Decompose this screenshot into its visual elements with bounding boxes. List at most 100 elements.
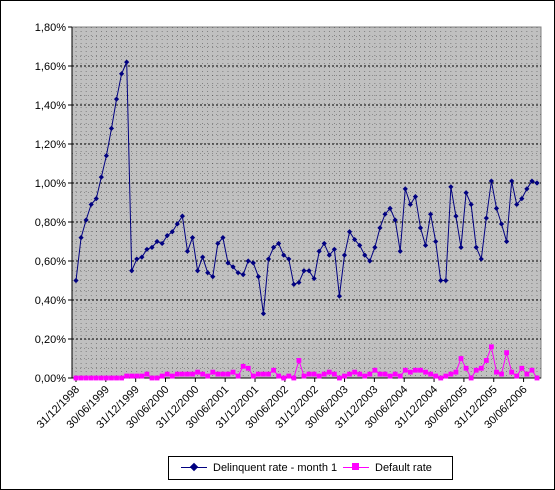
data-point-default xyxy=(331,371,337,377)
data-point-default xyxy=(195,369,200,375)
data-point-default xyxy=(402,367,408,373)
data-point-delinquent xyxy=(291,281,297,287)
legend: Delinquent rate - month 1 Default rate xyxy=(168,456,453,480)
data-point-default xyxy=(271,367,276,373)
y-tick-label: 1,00% xyxy=(35,178,66,190)
data-point-delinquent xyxy=(417,225,424,231)
data-point-default xyxy=(392,371,398,377)
data-point-delinquent xyxy=(83,217,89,223)
data-point-default xyxy=(407,369,413,375)
data-point-default xyxy=(372,367,378,373)
data-point-delinquent xyxy=(534,180,540,186)
data-point-default xyxy=(337,375,342,381)
data-point-default xyxy=(418,367,423,373)
data-point-delinquent xyxy=(529,178,535,184)
data-point-default xyxy=(428,371,434,377)
data-point-delinquent xyxy=(169,229,175,235)
data-point-default xyxy=(509,369,515,375)
data-point-default xyxy=(397,373,403,379)
data-point-delinquent xyxy=(341,252,348,258)
data-point-delinquent xyxy=(265,256,272,262)
data-point-delinquent xyxy=(311,275,317,282)
data-point-default xyxy=(494,369,499,375)
data-point-default xyxy=(413,367,418,373)
data-point-default xyxy=(154,375,160,381)
data-point-default xyxy=(468,375,474,381)
data-point-default xyxy=(98,375,104,381)
data-point-default xyxy=(438,375,444,381)
data-point-delinquent xyxy=(215,240,221,247)
data-point-delinquent xyxy=(473,244,479,250)
data-point-delinquent xyxy=(422,242,429,248)
data-point-default xyxy=(149,375,155,381)
data-point-delinquent xyxy=(129,268,135,274)
plot-area xyxy=(71,26,542,379)
data-point-delinquent xyxy=(397,248,403,254)
data-point-default xyxy=(433,373,439,379)
series-0 xyxy=(73,59,540,317)
data-point-default xyxy=(276,373,282,379)
data-point-default xyxy=(524,371,530,377)
legend-label-default: Default rate xyxy=(375,462,432,474)
grid-layer xyxy=(72,27,541,378)
data-point-delinquent xyxy=(519,196,525,202)
data-point-delinquent xyxy=(428,211,434,217)
data-point-delinquent xyxy=(164,233,170,239)
legend-entry-delinquent: Delinquent rate - month 1 xyxy=(181,461,337,475)
data-point-delinquent xyxy=(357,242,363,248)
data-point-delinquent xyxy=(154,238,160,245)
data-point-delinquent xyxy=(194,268,201,274)
data-point-delinquent xyxy=(367,258,373,264)
data-point-delinquent xyxy=(134,256,140,262)
data-point-delinquent xyxy=(346,229,353,235)
data-point-delinquent xyxy=(372,244,378,250)
data-point-delinquent xyxy=(509,178,515,184)
data-point-default xyxy=(326,369,332,375)
data-point-delinquent xyxy=(524,186,530,192)
data-point-default xyxy=(489,344,494,350)
data-point-delinquent xyxy=(159,240,165,247)
legend-diamond-marker-icon xyxy=(189,462,199,472)
series-1 xyxy=(73,344,540,381)
data-point-delinquent xyxy=(118,71,125,77)
data-point-delinquent xyxy=(438,277,444,284)
data-point-default xyxy=(448,371,454,377)
data-point-default xyxy=(250,373,256,379)
data-point-default xyxy=(529,367,535,373)
y-tick-label: 1,20% xyxy=(35,139,66,151)
data-point-delinquent xyxy=(174,221,180,227)
data-point-default xyxy=(235,373,241,379)
data-point-default xyxy=(443,373,449,379)
data-point-delinquent xyxy=(281,252,287,258)
data-point-default xyxy=(124,373,130,379)
data-point-default xyxy=(286,373,292,379)
data-point-default xyxy=(499,371,504,377)
data-point-default xyxy=(255,371,261,377)
data-point-delinquent xyxy=(149,244,155,250)
data-point-default xyxy=(261,371,266,377)
data-point-default xyxy=(306,371,312,377)
data-point-delinquent xyxy=(498,221,505,227)
data-point-delinquent xyxy=(453,213,459,219)
data-point-default xyxy=(483,358,489,363)
data-point-delinquent xyxy=(352,236,358,243)
data-point-delinquent xyxy=(276,240,282,247)
data-point-delinquent xyxy=(321,240,327,247)
data-point-delinquent xyxy=(73,277,79,284)
data-point-default xyxy=(473,367,479,373)
y-tick-label: 0,00% xyxy=(35,373,66,385)
data-point-default xyxy=(311,371,317,377)
data-point-delinquent xyxy=(88,201,94,208)
data-point-default xyxy=(159,373,165,379)
data-point-default xyxy=(382,371,388,377)
data-point-default xyxy=(463,365,469,371)
data-point-delinquent xyxy=(103,153,109,159)
data-point-default xyxy=(215,371,221,377)
data-point-default xyxy=(93,375,99,381)
data-point-delinquent xyxy=(245,258,251,264)
data-point-default xyxy=(387,373,393,379)
data-point-delinquent xyxy=(124,59,130,65)
data-point-default xyxy=(301,373,307,379)
data-point-default xyxy=(179,371,185,377)
